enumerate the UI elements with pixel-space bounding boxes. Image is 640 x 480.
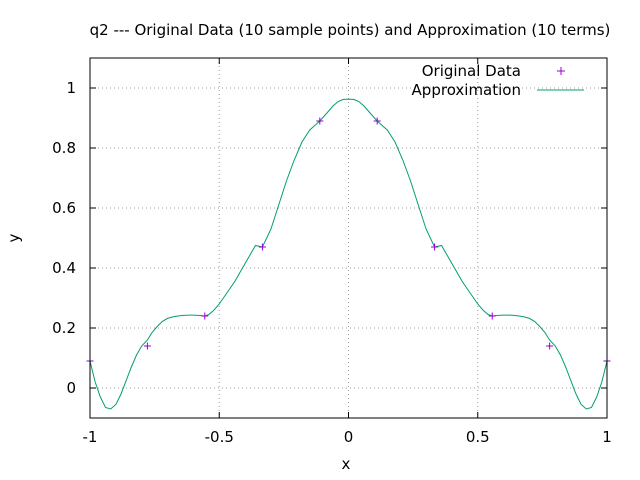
approximation-line: [89, 98, 608, 410]
data-point-marker: [488, 312, 496, 320]
chart-title: q2 --- Original Data (10 sample points) …: [90, 21, 611, 39]
legend-label: Original Data: [422, 62, 521, 80]
legend-marker: [557, 67, 565, 75]
y-tick-label: 1: [66, 79, 76, 97]
y-axis-label: y: [5, 233, 23, 242]
y-tick-label: 0.4: [52, 259, 76, 277]
x-tick-label: 1: [602, 428, 612, 446]
y-tick-label: 0.6: [52, 199, 76, 217]
y-tick-label: 0: [66, 379, 76, 397]
grid: [90, 58, 607, 418]
x-axis-label: x: [342, 455, 351, 473]
data-point-marker: [258, 243, 266, 251]
data-point-marker: [143, 342, 151, 350]
data-point-marker: [431, 243, 439, 251]
data-point-marker: [316, 117, 324, 125]
x-tick-label: 0: [344, 428, 354, 446]
data-point-marker: [373, 117, 381, 125]
y-tick-label: 0.2: [52, 319, 76, 337]
plot-content: [86, 98, 611, 410]
x-tick-label: -0.5: [205, 428, 234, 446]
data-point-marker: [201, 312, 209, 320]
legend-label: Approximation: [412, 81, 521, 99]
data-point-marker: [546, 342, 554, 350]
tick-labels: -1 -0.5 0 0.5 1 0 0.2 0.4 0.6 0.8 1: [52, 79, 612, 446]
x-tick-label: 0.5: [466, 428, 490, 446]
y-tick-label: 0.8: [52, 139, 76, 157]
plot-frame: [89, 57, 608, 419]
x-tick-label: -1: [83, 428, 98, 446]
